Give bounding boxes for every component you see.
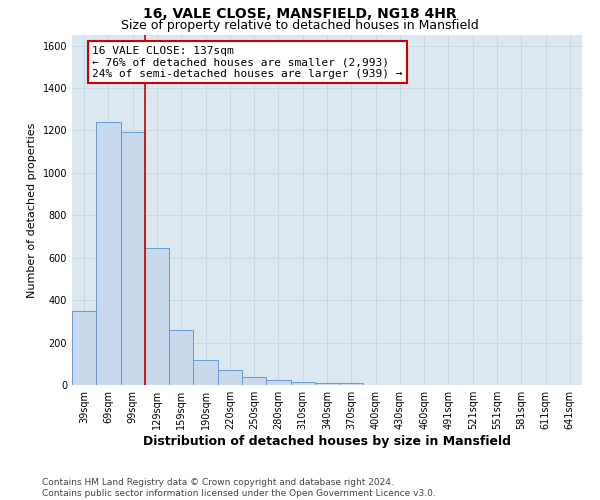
Text: Contains HM Land Registry data © Crown copyright and database right 2024.
Contai: Contains HM Land Registry data © Crown c… [42, 478, 436, 498]
Bar [339, 384, 364, 385]
Bar [145, 248, 169, 385]
Bar [96, 122, 121, 385]
Bar [121, 132, 145, 385]
Y-axis label: Number of detached properties: Number of detached properties [27, 122, 37, 298]
Bar [169, 330, 193, 385]
Text: Size of property relative to detached houses in Mansfield: Size of property relative to detached ho… [121, 19, 479, 32]
Bar [315, 383, 339, 385]
Bar [266, 380, 290, 385]
Bar [290, 382, 315, 385]
Bar [72, 311, 96, 385]
Bar [193, 360, 218, 385]
Bar [242, 376, 266, 385]
Text: 16 VALE CLOSE: 137sqm
← 76% of detached houses are smaller (2,993)
24% of semi-d: 16 VALE CLOSE: 137sqm ← 76% of detached … [92, 46, 403, 78]
X-axis label: Distribution of detached houses by size in Mansfield: Distribution of detached houses by size … [143, 435, 511, 448]
Bar [218, 370, 242, 385]
Text: 16, VALE CLOSE, MANSFIELD, NG18 4HR: 16, VALE CLOSE, MANSFIELD, NG18 4HR [143, 8, 457, 22]
